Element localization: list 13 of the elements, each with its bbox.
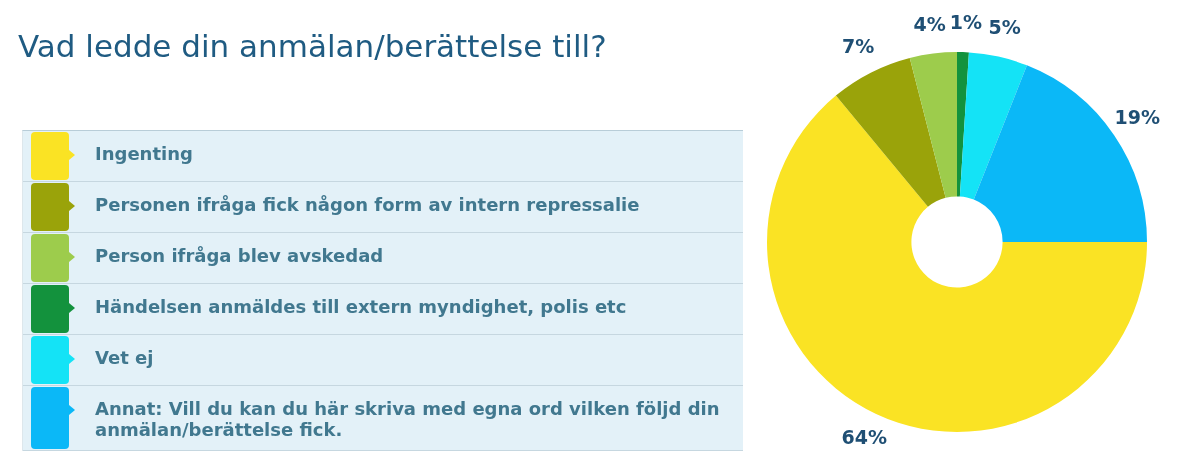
legend-label: Personen ifråga fick någon form av intern repressalie — [94, 193, 641, 217]
data-label: 64% — [841, 426, 887, 449]
legend-label: Vet ej — [94, 346, 155, 370]
legend-label: Person ifråga blev avskedad — [94, 244, 385, 268]
data-label: 5% — [988, 16, 1021, 39]
data-label: 7% — [841, 34, 875, 57]
data-label: 19% — [1114, 106, 1161, 129]
legend-label: Annat: Vill du kan du här skriva med egna ord vilken följd din anmälan/berättelse fick. — [94, 397, 721, 442]
legend-label: Ingenting — [94, 142, 194, 166]
chart-title: Vad ledde din anmälan/berättelse till? — [18, 28, 607, 64]
legend-label: Händelsen anmäldes till extern myndighet, polis etc — [94, 295, 628, 319]
data-label: 4% — [913, 12, 946, 35]
data-label: 1% — [949, 11, 982, 34]
